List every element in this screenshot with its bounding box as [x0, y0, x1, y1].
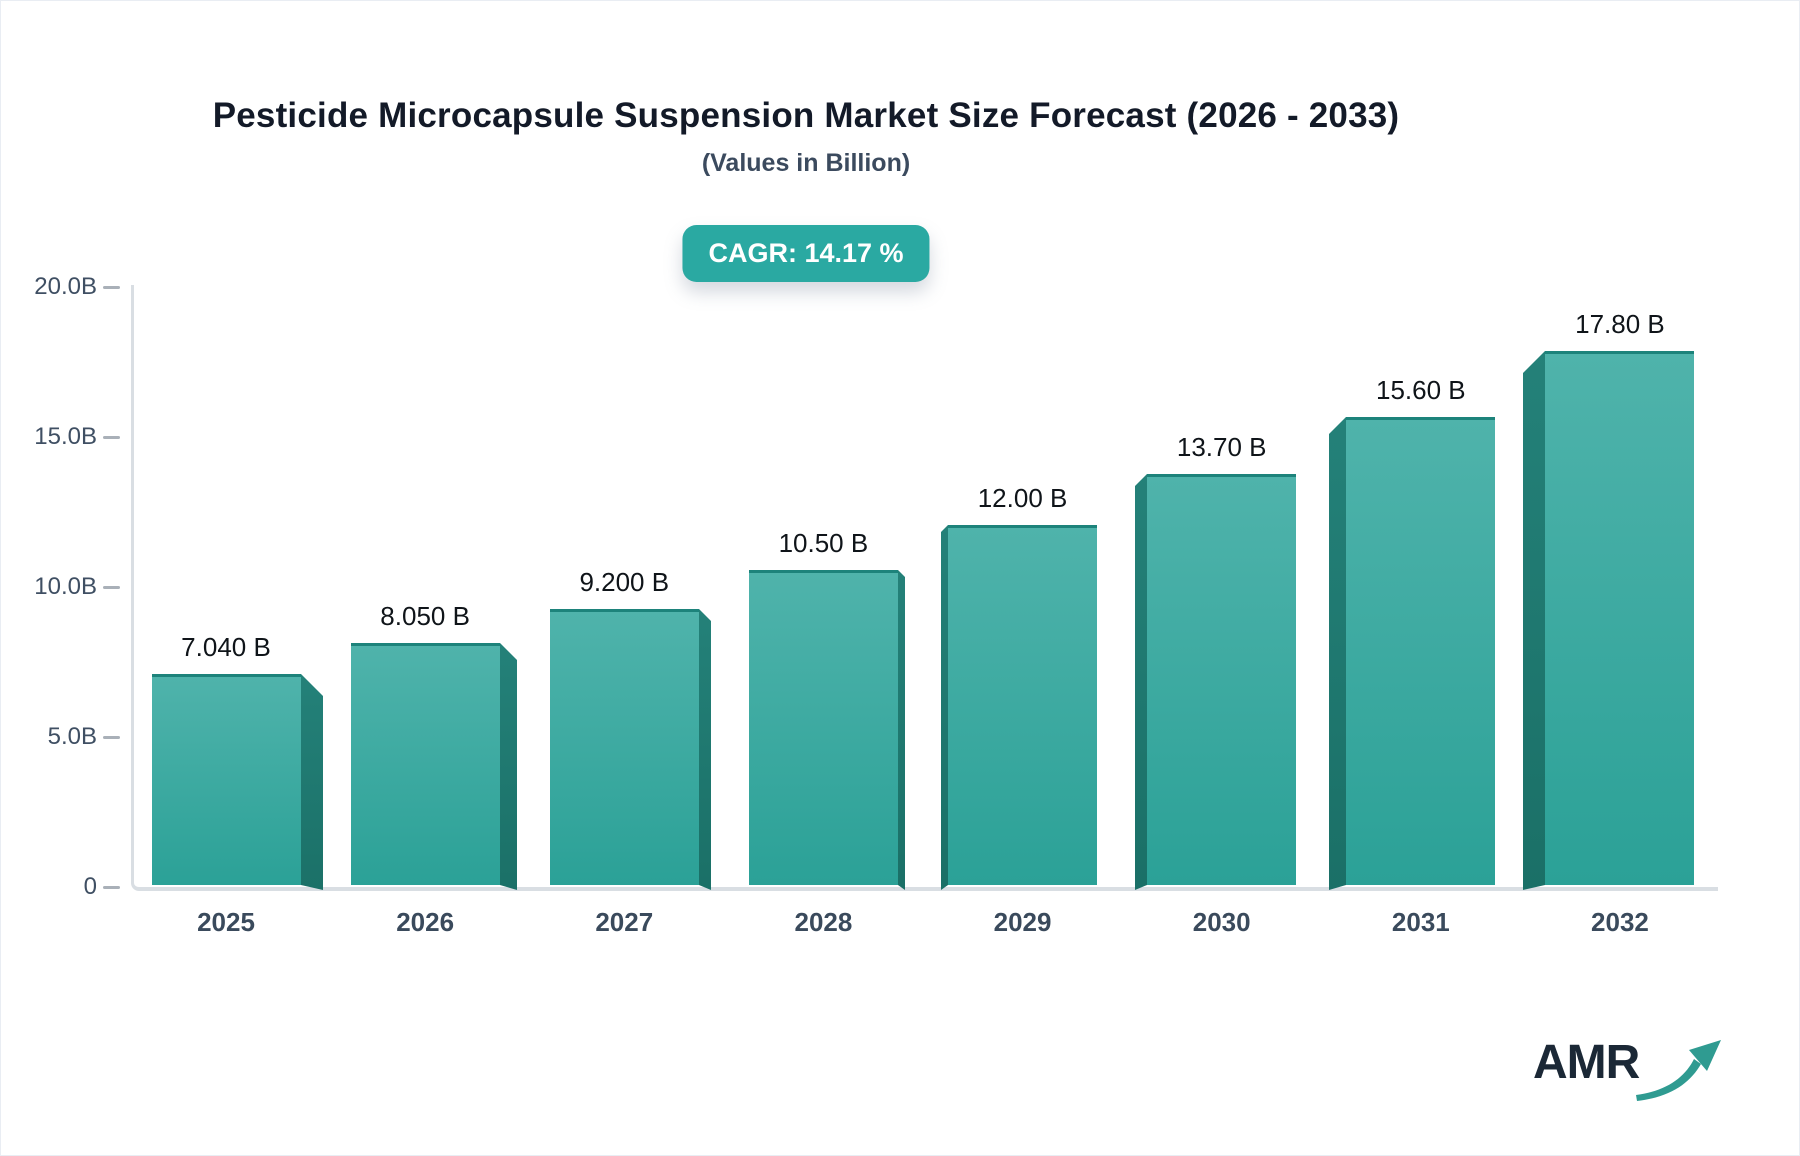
bar-side-2030 [1135, 474, 1147, 890]
bar-value-label: 12.00 B [977, 483, 1068, 513]
x-axis-label: 2028 [794, 907, 853, 937]
x-axis-label: 2031 [1391, 907, 1450, 937]
bar-value-label: 9.200 B [579, 567, 670, 597]
bar-value-label: 15.60 B [1376, 375, 1466, 405]
y-tick-mark [103, 736, 120, 739]
bar-side-2025 [301, 674, 323, 890]
bar-value-label: 13.70 B [1176, 432, 1267, 462]
bar-value-label: 8.050 B [380, 601, 470, 631]
bar-side-2029 [941, 525, 948, 890]
bar-value-label: 10.50 B [778, 528, 869, 558]
y-tick-label: 20.0B [34, 273, 97, 300]
chart-subtitle: (Values in Billion) [701, 149, 911, 177]
bar-2032 [1545, 351, 1694, 885]
bar-side-2027 [699, 609, 711, 890]
amr-logo-text: AMR [1533, 1036, 1640, 1089]
y-tick-mark [103, 586, 120, 589]
x-axis-label: 2025 [197, 907, 255, 937]
y-tick-label: 0 [83, 873, 97, 900]
bar-2029 [948, 525, 1097, 885]
bar-side-2032 [1523, 351, 1545, 890]
bar-2026 [351, 643, 500, 885]
bar-side-2031 [1329, 417, 1346, 890]
amr-logo-arrow-icon [1636, 1040, 1721, 1101]
y-tick-mark [103, 286, 120, 289]
page-title: Pesticide Microcapsule Suspension Market… [212, 96, 1400, 135]
bar-side-2026 [500, 643, 517, 890]
x-axis-label: 2030 [1192, 907, 1251, 937]
y-tick-mark [103, 436, 120, 439]
bar-value-label: 17.80 B [1575, 309, 1665, 339]
bar-side-2028 [898, 570, 905, 890]
x-axis-label: 2032 [1591, 907, 1649, 937]
bar-2030 [1147, 474, 1296, 885]
y-tick-mark [103, 886, 120, 889]
bar-2027 [550, 609, 699, 885]
y-tick-label: 5.0B [47, 723, 97, 750]
axis-lines [131, 285, 1718, 891]
bar-value-label: 7.040 B [181, 632, 271, 662]
x-axis-label: 2026 [396, 907, 455, 937]
x-axis-label: 2027 [595, 907, 654, 937]
bar-2031 [1346, 417, 1495, 885]
y-tick-label: 15.0B [34, 423, 97, 450]
amr-logo: AMR [1533, 1035, 1721, 1115]
bar-2028 [749, 570, 898, 885]
cagr-badge: CAGR: 14.17 % [682, 225, 930, 282]
x-axis-label: 2029 [993, 907, 1052, 937]
y-tick-label: 10.0B [34, 573, 97, 600]
bar-2025 [152, 674, 301, 885]
